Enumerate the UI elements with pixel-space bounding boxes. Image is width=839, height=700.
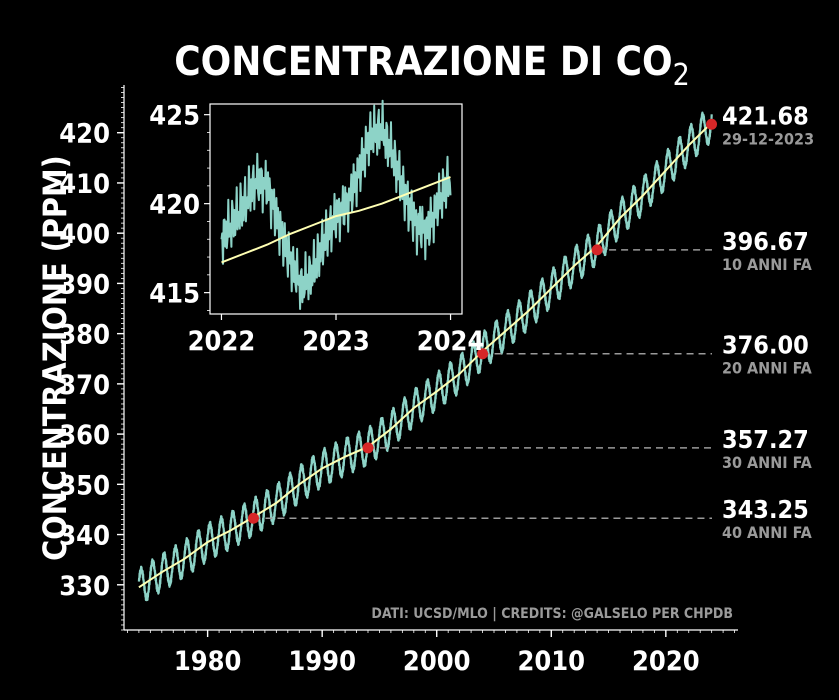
main-plot-area xyxy=(137,111,713,602)
annotation-value: 343.25 xyxy=(722,495,809,524)
y-tick-label: 410 xyxy=(59,169,110,200)
annotation-marker xyxy=(247,512,259,524)
annotation-label: 40 ANNI FA xyxy=(722,523,813,542)
chart-title-subscript: 2 xyxy=(673,58,690,93)
inset-y-tick-label: 420 xyxy=(149,190,200,221)
annotation-value: 357.27 xyxy=(722,425,809,454)
x-tick-label: 2000 xyxy=(403,646,471,677)
annotation-value: 421.68 xyxy=(722,101,809,130)
y-tick-label: 390 xyxy=(59,269,110,300)
annotation-label: 30 ANNI FA xyxy=(722,453,813,472)
chart-title: CONCENTRAZIONE DI CO2 xyxy=(174,39,690,93)
y-tick-label: 420 xyxy=(59,119,110,150)
inset-x-tick-label: 2024 xyxy=(417,326,485,357)
inset-y-tick-label: 415 xyxy=(149,279,200,310)
inset-daily-line xyxy=(220,99,452,310)
trend-co2-line xyxy=(138,121,713,589)
main-axes: 330 340 350 360 370 380 390 400 410 420 1980 1990 20… xyxy=(59,85,738,677)
y-tick-label: 370 xyxy=(59,370,110,401)
annotation-value: 396.67 xyxy=(722,227,809,256)
daily-co2-line xyxy=(137,111,713,602)
annotation-marker xyxy=(706,118,718,130)
inset-x-tick-label: 2023 xyxy=(302,326,370,357)
credits-text: DATI: UCSD/MLO | CREDITS: @GALSELO PER C… xyxy=(371,606,733,622)
y-tick-label: 380 xyxy=(59,320,110,351)
x-tick-label: 1990 xyxy=(288,646,356,677)
annotation-marker xyxy=(477,348,489,360)
inset-y-tick-label: 425 xyxy=(149,101,200,132)
annotation-label: 20 ANNI FA xyxy=(722,359,813,378)
x-tick-label: 2020 xyxy=(632,646,700,677)
annotation-marker xyxy=(362,442,374,454)
annotation-marker xyxy=(591,244,603,256)
y-tick-label: 360 xyxy=(59,420,110,451)
x-tick-label: 2010 xyxy=(517,646,585,677)
y-tick-label: 330 xyxy=(59,571,110,602)
inset-trend-line xyxy=(221,176,451,264)
y-tick-label: 350 xyxy=(59,470,110,501)
y-axis-label: CONCENTRAZIONE (PPM) xyxy=(36,155,74,561)
annotation-label: 10 ANNI FA xyxy=(722,255,813,274)
x-tick-label: 1980 xyxy=(174,646,242,677)
annotation-label: 29-12-2023 xyxy=(722,129,814,148)
y-tick-label: 340 xyxy=(59,521,110,552)
inset-chart: 415 420 425 2022 2023 2024 xyxy=(149,99,485,357)
y-tick-label: 400 xyxy=(59,219,110,250)
annotation-value: 376.00 xyxy=(722,331,809,360)
inset-x-tick-label: 2022 xyxy=(188,326,256,357)
